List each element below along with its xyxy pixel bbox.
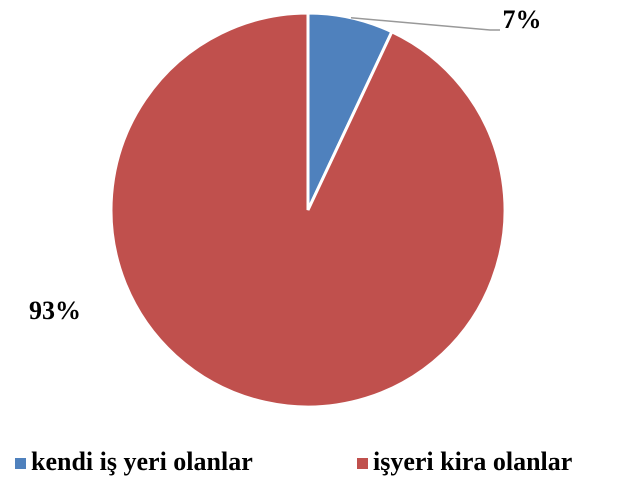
legend-label: işyeri kira olanlar	[373, 447, 572, 476]
data-label: 7%	[503, 5, 542, 34]
leader-line	[350, 16, 500, 31]
legend-label: kendi iş yeri olanlar	[31, 447, 253, 476]
legend-swatch	[357, 458, 368, 469]
pie-slice	[109, 11, 507, 409]
data-label: 93%	[29, 296, 81, 325]
legend-swatch	[15, 458, 26, 469]
